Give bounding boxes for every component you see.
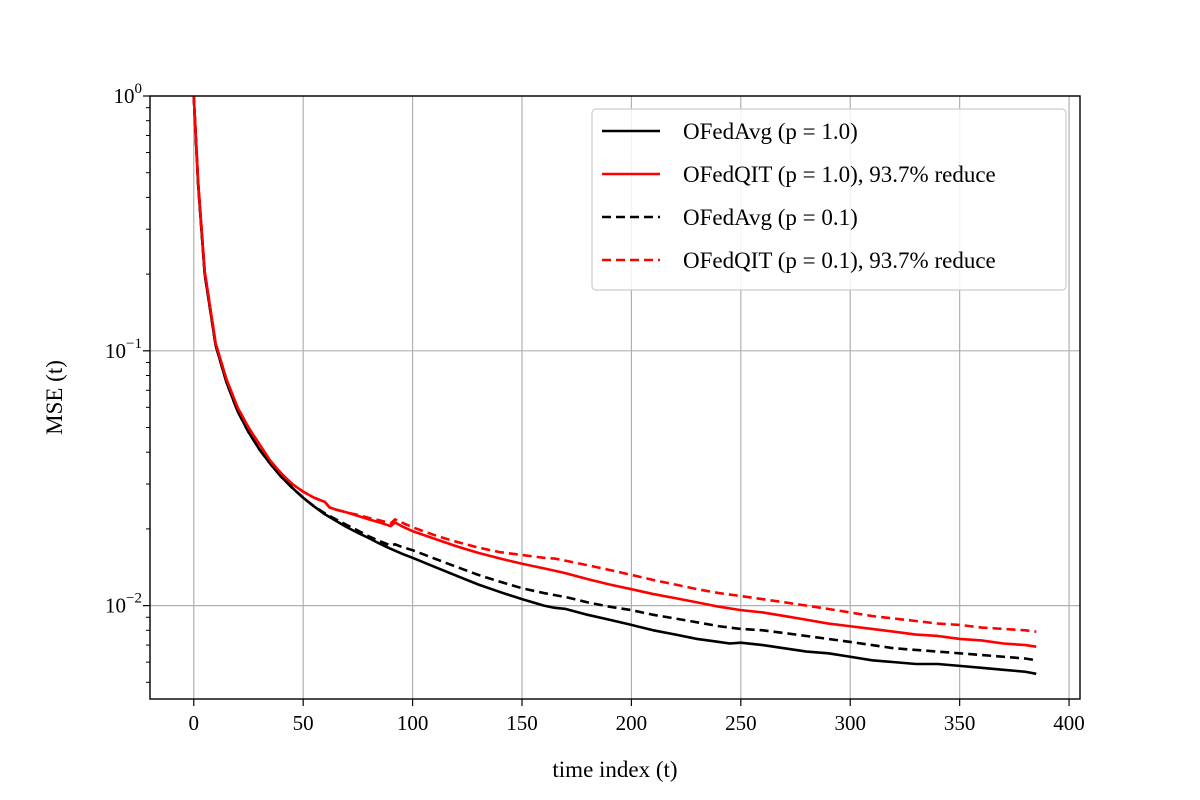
x-tick-label: 200: [616, 711, 648, 735]
y-tick-exponent: −1: [126, 336, 142, 352]
y-axis-label: MSE (t): [42, 360, 67, 435]
x-axis-label: time index (t): [552, 757, 677, 782]
y-tick-label: 10−2: [105, 591, 142, 618]
y-tick-label: 10−1: [105, 336, 142, 363]
series-line-4: [192, 96, 1037, 633]
y-tick-base: 10: [114, 84, 135, 108]
series-line-3: [192, 96, 1037, 662]
legend-label-4: OFedQIT (p = 0.1), 93.7% reduce: [683, 248, 996, 273]
y-tick-base: 10: [105, 339, 126, 363]
x-tick-label: 150: [506, 711, 538, 735]
x-tick-label: 300: [834, 711, 866, 735]
legend-box: [591, 108, 1067, 291]
y-tick-exponent: −2: [126, 591, 142, 607]
y-tick-base: 10: [105, 594, 126, 618]
legend-label-2: OFedQIT (p = 1.0), 93.7% reduce: [683, 162, 996, 187]
x-tick-label: 350: [944, 711, 976, 735]
x-tick-label: 50: [293, 711, 314, 735]
y-tick-exponent: 0: [135, 81, 143, 97]
legend-label-3: OFedAvg (p = 0.1): [683, 205, 858, 230]
legend-label-1: OFedAvg (p = 1.0): [683, 119, 858, 144]
plot-frame: [149, 95, 1081, 700]
x-tick-label: 400: [1053, 711, 1085, 735]
x-tick-label: 100: [397, 711, 429, 735]
x-tick-label: 250: [725, 711, 757, 735]
x-tick-label: 0: [189, 711, 200, 735]
legend: OFedAvg (p = 1.0) OFedQIT (p = 1.0), 93.7…: [591, 108, 1067, 291]
series-lines: [192, 96, 1037, 676]
y-tick-label: 100: [114, 81, 143, 108]
